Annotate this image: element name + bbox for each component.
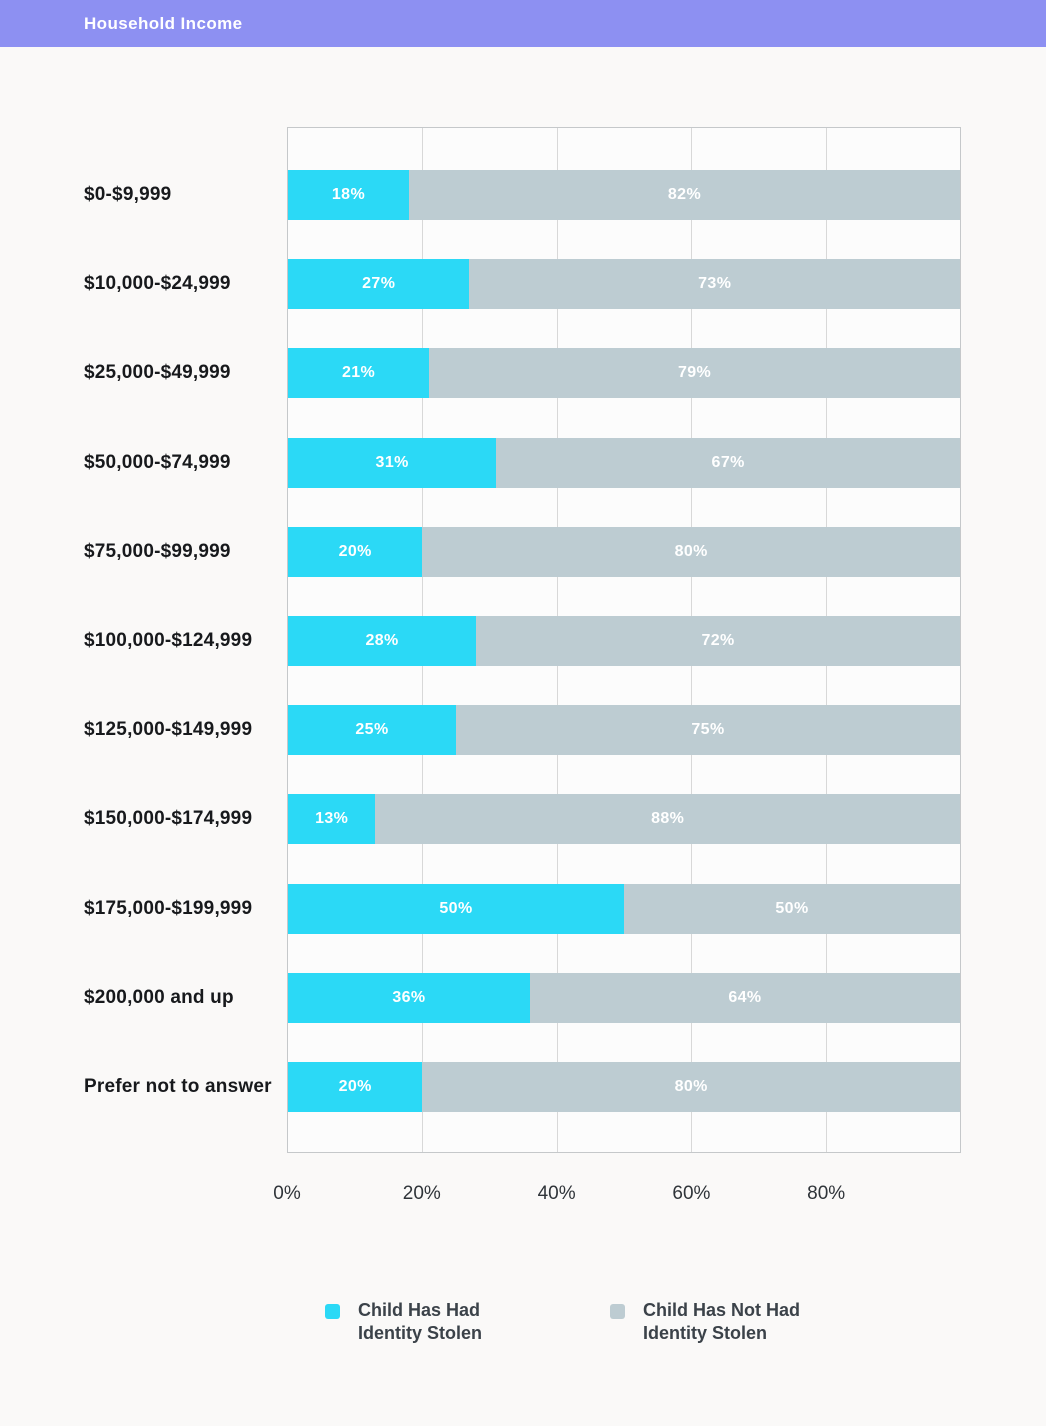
plot-area: 18% 82% 27% 73% 21% 79% 31% 67% 20% 80% 28% 72% 25% 7… <box>287 127 961 1153</box>
bar-value-label: 64% <box>728 988 762 1006</box>
bar-row: 27% 73% <box>288 259 960 310</box>
bar-value-label: 20% <box>338 1078 372 1095</box>
bar-segment-identity-not-stolen: 50% <box>624 883 960 934</box>
bar-value-label: 73% <box>698 275 732 293</box>
category-label: $0-$9,999 <box>84 184 172 205</box>
bar-segment-identity-stolen: 31% <box>288 437 497 488</box>
chart-header: Household Income <box>0 0 1046 47</box>
bar-value-label: 80% <box>674 542 708 560</box>
bar-value-label: 31% <box>375 453 409 471</box>
legend-label: Child Has Not Had Identity Stolen <box>643 1300 801 1343</box>
bar-segment-identity-not-stolen: 72% <box>476 616 960 666</box>
bar-value-label: 21% <box>341 364 376 382</box>
bar-segment-identity-stolen: 36% <box>288 972 530 1023</box>
bar-segment-identity-stolen: 18% <box>288 170 409 220</box>
bar-value-label: 72% <box>701 632 735 649</box>
bar-segment-identity-not-stolen: 67% <box>496 437 960 488</box>
bar-value-label: 88% <box>651 810 685 828</box>
bar-value-label: 50% <box>775 899 809 917</box>
bar-value-label: 67% <box>711 453 745 471</box>
bar-segment-identity-stolen: 13% <box>288 794 376 845</box>
chart-title: Household Income <box>84 13 243 33</box>
legend-item: Child Has Had Identity Stolen <box>325 1299 482 1345</box>
x-axis-tick-label: 60% <box>672 1183 711 1204</box>
bar-segment-identity-not-stolen: 88% <box>375 794 960 845</box>
category-label: $75,000-$99,999 <box>84 540 231 562</box>
bar-segment-identity-stolen: 25% <box>288 705 456 756</box>
category-label: Prefer not to answer <box>84 1076 272 1097</box>
x-axis-tick-label: 0% <box>273 1183 301 1204</box>
category-label: $200,000 and up <box>84 986 234 1008</box>
bar-value-label: 80% <box>674 1078 708 1095</box>
bar-value-label: 27% <box>362 275 396 293</box>
category-label: $125,000-$149,999 <box>84 719 253 741</box>
category-label: $50,000-$74,999 <box>84 451 231 473</box>
bar-value-label: 75% <box>691 721 725 739</box>
bar-segment-identity-not-stolen: 75% <box>456 705 960 756</box>
bar-segment-identity-not-stolen: 79% <box>429 348 960 399</box>
bar-segment-identity-not-stolen: 80% <box>422 1062 960 1112</box>
category-label: $175,000-$199,999 <box>84 897 253 919</box>
bar-value-label: 79% <box>677 364 712 382</box>
x-axis-tick-label: 40% <box>537 1183 576 1204</box>
bar-segment-identity-stolen: 50% <box>288 883 624 934</box>
x-axis-tick-label: 20% <box>402 1183 441 1204</box>
category-label: $25,000-$49,999 <box>84 362 231 384</box>
legend-swatch <box>325 1304 340 1319</box>
bar-segment-identity-stolen: 20% <box>288 526 423 577</box>
bar-value-label: 50% <box>439 899 473 917</box>
bar-segment-identity-not-stolen: 64% <box>529 972 960 1023</box>
bar-row: 20% 80% <box>288 526 960 577</box>
legend-label: Child Has Had Identity Stolen <box>358 1300 483 1343</box>
bar-segment-identity-stolen: 20% <box>288 1062 423 1112</box>
bar-value-label: 36% <box>392 988 426 1006</box>
bar-row: 36% 64% <box>288 972 960 1023</box>
x-axis-tick-label: 80% <box>807 1183 846 1204</box>
bar-segment-identity-stolen: 28% <box>288 616 477 666</box>
bar-row: 28% 72% <box>288 616 960 666</box>
bar-segment-identity-not-stolen: 82% <box>408 170 960 220</box>
bar-row: 20% 80% <box>288 1062 960 1112</box>
bar-segment-identity-stolen: 21% <box>288 348 430 399</box>
bar-value-label: 28% <box>365 632 399 649</box>
bar-row: 21% 79% <box>288 348 960 399</box>
bar-row: 18% 82% <box>288 170 960 220</box>
bar-segment-identity-not-stolen: 73% <box>469 259 960 310</box>
bar-value-label: 18% <box>331 186 366 203</box>
plot-inner: 18% 82% 27% 73% 21% 79% 31% 67% 20% 80% 28% 72% 25% 7… <box>288 128 960 1152</box>
bar-value-label: 25% <box>355 721 389 739</box>
bar-row: 13% 88% <box>288 794 960 845</box>
bar-value-label: 82% <box>667 186 702 203</box>
bar-value-label: 20% <box>338 542 372 560</box>
legend-item: Child Has Not Had Identity Stolen <box>610 1299 800 1345</box>
category-label: $10,000-$24,999 <box>84 273 231 295</box>
bar-row: 25% 75% <box>288 705 960 756</box>
bar-segment-identity-not-stolen: 80% <box>422 526 960 577</box>
bar-row: 50% 50% <box>288 883 960 934</box>
category-label: $150,000-$174,999 <box>84 808 253 830</box>
bar-row: 31% 67% <box>288 437 960 488</box>
category-label: $100,000-$124,999 <box>84 630 253 651</box>
legend-swatch <box>610 1304 625 1319</box>
bar-segment-identity-stolen: 27% <box>288 259 470 310</box>
bar-value-label: 13% <box>315 810 349 828</box>
